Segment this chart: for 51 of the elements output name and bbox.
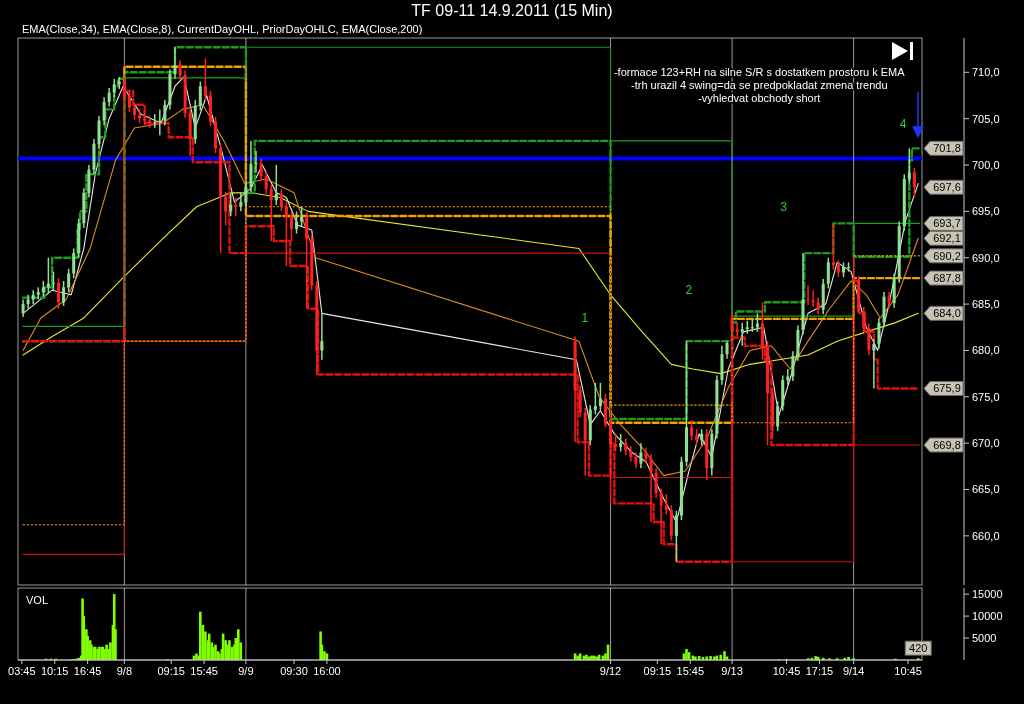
y-tick-label: 700,0 bbox=[972, 158, 1000, 171]
x-tick-label: 09:15 bbox=[643, 665, 672, 677]
x-tick-label: 17:15 bbox=[805, 665, 834, 677]
data-label: 675,9 bbox=[933, 382, 961, 395]
y-tick-label: 710,0 bbox=[972, 66, 1000, 79]
x-tick-label: 16:45 bbox=[73, 665, 102, 677]
chart-title: TF 09-11 14.9.2011 (15 Min) bbox=[411, 2, 613, 19]
data-label: 687,8 bbox=[933, 271, 961, 284]
x-tick-label: 15:45 bbox=[676, 665, 705, 677]
y-tick-label: 670,0 bbox=[972, 437, 1000, 449]
x-tick-label: 15:45 bbox=[190, 665, 218, 677]
y-tick-label: 665,0 bbox=[972, 483, 1000, 496]
y-tick-label: 685,0 bbox=[972, 297, 1000, 310]
data-label: 690,2 bbox=[933, 249, 961, 262]
x-tick-label: 9/8 bbox=[116, 665, 132, 677]
y-tick-label: 690,0 bbox=[972, 251, 1000, 264]
text: 697,6 bbox=[933, 181, 961, 194]
data-label: 420 bbox=[909, 642, 928, 655]
x-tick-label: 9/14 bbox=[842, 665, 865, 677]
x-tick-label: 9/12 bbox=[599, 665, 622, 677]
x-tick-label: 9/9 bbox=[238, 665, 254, 677]
y-tick-label: 695,0 bbox=[972, 205, 1000, 218]
data-label: 693,7 bbox=[933, 217, 961, 230]
annotation: -vyhledvat obchody short bbox=[698, 92, 821, 104]
y-tick-label: 675,0 bbox=[972, 390, 1000, 403]
annotation: 1 bbox=[581, 311, 589, 326]
x-tick-label: 10:45 bbox=[894, 665, 922, 677]
x-tick-label: 10:45 bbox=[772, 665, 801, 677]
y-tick-label: 705,0 bbox=[972, 112, 1000, 125]
data-label: 669,8 bbox=[933, 438, 961, 451]
y-tick-label: 5000 bbox=[972, 631, 997, 644]
annotation: 4 bbox=[899, 117, 907, 132]
data-label: 684,0 bbox=[933, 307, 961, 320]
y-tick-label: 660,0 bbox=[972, 529, 1000, 542]
data-label: 701,8 bbox=[933, 142, 961, 155]
text: VOL bbox=[26, 594, 49, 606]
x-tick-label: 09:15 bbox=[157, 665, 185, 677]
y-tick-label: 10000 bbox=[972, 609, 1003, 622]
x-tick-label: 03:45 bbox=[8, 665, 36, 677]
x-tick-label: 09:30 bbox=[280, 665, 308, 677]
y-tick-label: 680,0 bbox=[972, 344, 1000, 357]
data-label: 692,1 bbox=[933, 232, 961, 245]
y-tick-label: 15000 bbox=[972, 588, 1003, 600]
annotation: 2 bbox=[685, 283, 693, 298]
annotation: 3 bbox=[780, 200, 788, 215]
annotation: -trh urazil 4 swing=da se predpokladat zmena trendu bbox=[631, 79, 888, 91]
chart-subtitle: EMA(Close,34), EMA(Close,8), CurrentDayOHL, PriorDayOHLC, EMA(Close,200) bbox=[22, 23, 423, 35]
x-tick-label: 16:00 bbox=[313, 665, 341, 677]
annotation: -formace 123+RH na silne S/R s dostatkem prostoru k EMA bbox=[613, 66, 906, 78]
x-tick-label: 10:15 bbox=[40, 665, 69, 677]
x-tick-label: 9/13 bbox=[721, 665, 743, 677]
